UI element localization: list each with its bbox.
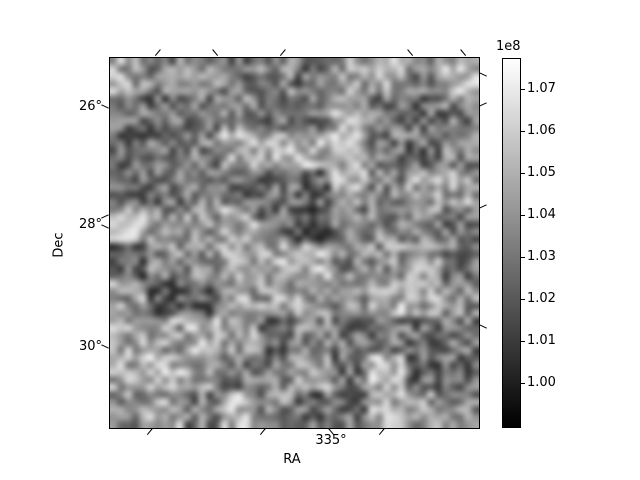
left-frame-tick <box>101 224 109 230</box>
colorbar-tick-label: 1.03 <box>527 249 556 264</box>
colorbar-tick-label: 1.06 <box>527 123 556 138</box>
colorbar-tick-mark <box>521 340 525 342</box>
left-frame-tick <box>101 214 109 220</box>
colorbar-tick-label: 1.01 <box>527 333 556 348</box>
colorbar-tick-mark <box>521 130 525 132</box>
right-frame-tick <box>479 72 487 78</box>
colorbar-tick-label: 1.00 <box>527 375 556 390</box>
colorbar-tick-mark <box>521 298 525 300</box>
left-frame-tick <box>101 104 109 110</box>
sky-image-axes <box>109 57 480 429</box>
bottom-frame-tick <box>146 428 154 436</box>
ytick-label-26: 26° <box>78 99 102 114</box>
left-frame-tick <box>101 344 109 350</box>
colorbar-scale-label: 1e8 <box>496 39 521 54</box>
colorbar-tick-mark <box>521 382 525 384</box>
colorbar-tick-mark <box>521 256 525 258</box>
colorbar-tick-label: 1.02 <box>527 291 556 306</box>
colorbar-tick-label: 1.05 <box>527 165 556 180</box>
colorbar <box>502 58 521 428</box>
heatmap-image <box>110 58 479 428</box>
y-axis-title: Dec <box>51 232 67 258</box>
top-frame-tick <box>211 49 219 57</box>
right-frame-tick <box>479 204 487 210</box>
top-frame-tick <box>154 49 162 57</box>
colorbar-tick-label: 1.04 <box>527 207 556 222</box>
colorbar-tick-label: 1.07 <box>527 81 556 96</box>
right-frame-tick <box>479 102 487 108</box>
top-frame-tick <box>406 49 414 57</box>
colorbar-tick-mark <box>521 88 525 90</box>
right-frame-tick <box>479 324 487 330</box>
ytick-label-30: 30° <box>78 339 102 354</box>
x-axis-title: RA <box>283 452 301 467</box>
top-frame-tick <box>279 49 287 57</box>
top-frame-tick <box>459 49 467 57</box>
ytick-label-28: 28° <box>78 217 102 232</box>
bottom-frame-tick <box>378 428 386 436</box>
colorbar-tick-mark <box>521 172 525 174</box>
bottom-frame-tick <box>259 428 267 436</box>
colorbar-tick-mark <box>521 214 525 216</box>
xtick-label-335: 335° <box>315 433 347 448</box>
